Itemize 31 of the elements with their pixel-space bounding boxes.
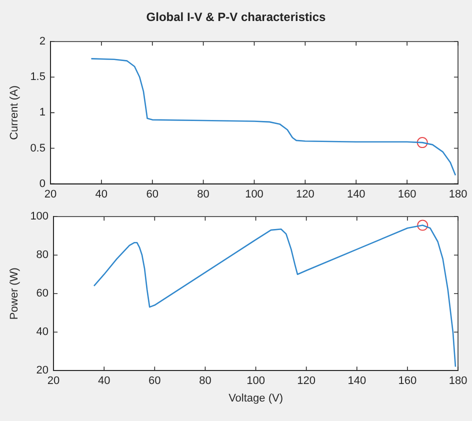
chart-title: Global I-V & P-V characteristics [145,9,327,26]
x-tick-label: 80 [197,188,210,200]
x-tick-label: 180 [448,375,468,388]
x-tick-label: 100 [245,188,264,200]
x-tick-label: 160 [398,188,416,200]
x-tick-label: 120 [297,375,316,388]
y-tick-label: 2 [39,36,46,48]
x-tick-label: 120 [296,188,314,200]
x-tick-label: 180 [448,188,468,200]
x-tick-label: 100 [246,375,265,388]
y-tick-label: 20 [36,364,49,377]
y-tick-label: 100 [30,210,49,223]
x-axis-title: Voltage (V) [228,392,283,404]
x-tick-label: 60 [148,375,161,388]
x-tick-label: 40 [98,375,110,388]
y-tick-label: 60 [36,288,49,300]
y-tick-label: 40 [36,326,49,338]
y-tick-label: 0.5 [30,142,46,154]
x-tick-label: 140 [348,375,366,388]
y-tick-label: 0 [39,178,46,190]
x-tick-label: 80 [199,375,212,388]
y-tick-label: 80 [36,249,49,262]
y-axis-title: Power (W) [8,268,21,320]
x-tick-label: 20 [47,375,60,388]
x-tick-label: 160 [398,375,417,388]
x-tick-label: 140 [346,188,366,200]
x-tick-label: 60 [146,188,158,200]
y-tick-label: 1 [39,106,46,119]
y-tick-label: 1.5 [30,71,46,84]
x-tick-label: 40 [95,188,108,200]
y-axis-title: Current (A) [8,85,21,140]
